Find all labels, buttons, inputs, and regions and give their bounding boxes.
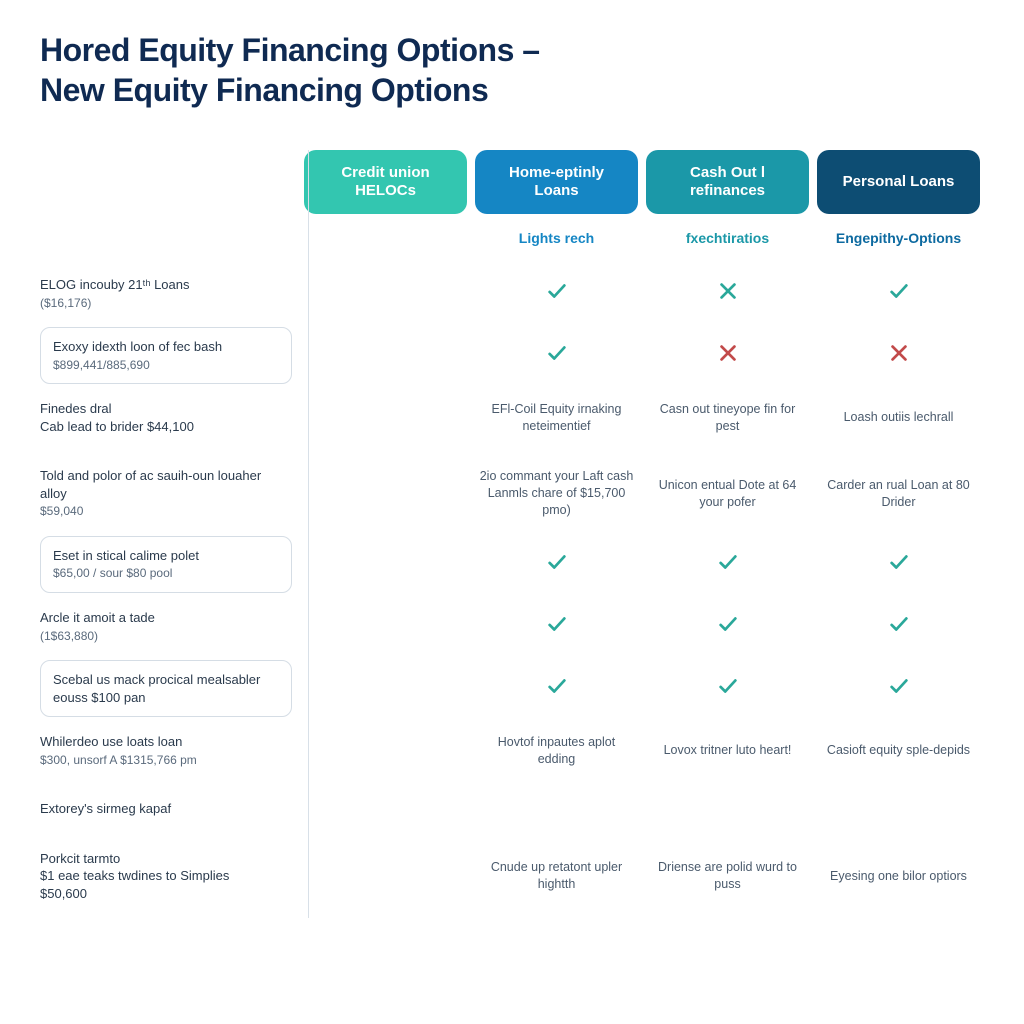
table-cell: Lovox tritner luto heart! <box>642 717 813 784</box>
cell-empty <box>300 784 471 834</box>
table-cell <box>813 327 984 384</box>
table-cell: Driense are polid wurd to puss <box>642 834 813 919</box>
cell-empty <box>300 384 471 451</box>
check-icon <box>717 551 739 578</box>
cell-empty <box>300 834 471 919</box>
table-cell: Unicon entual Dote at 64 your pofer <box>642 451 813 536</box>
check-icon <box>888 551 910 578</box>
cell-empty <box>300 327 471 384</box>
cell-empty <box>300 451 471 536</box>
cell-text: Eyesing one bilor optiors <box>830 868 967 885</box>
cross-icon <box>888 342 910 369</box>
check-icon <box>546 342 568 369</box>
table-cell: Casioft equity sple-depids <box>813 717 984 784</box>
header-spacer <box>40 150 300 208</box>
cross-icon <box>717 280 739 307</box>
table-cell <box>471 260 642 327</box>
comparison-grid: Credit union HELOCs Home-eptinly Loans C… <box>40 150 984 918</box>
row-label: Exoxy idexth loon of fec bash$899,441/88… <box>40 327 292 384</box>
cell-text: Cnude up retatont upler hightth <box>479 859 634 893</box>
subheader-home-equity: Lights rech <box>471 222 642 260</box>
table-cell: Casn out tineyope fin for pest <box>642 384 813 451</box>
table-cell <box>813 784 984 834</box>
table-cell <box>471 660 642 717</box>
table-cell <box>813 260 984 327</box>
check-icon <box>717 675 739 702</box>
table-cell: 2io commant your Laft cash Lanmls chare … <box>471 451 642 536</box>
check-icon <box>546 280 568 307</box>
row-label: Porkcit tarmto$1 eae teaks twdines to Si… <box>40 834 300 919</box>
cell-text: Casn out tineyope fin for pest <box>650 401 805 435</box>
page-title: Hored Equity Financing Options – New Equ… <box>40 30 984 110</box>
cell-empty <box>300 260 471 327</box>
check-icon <box>888 675 910 702</box>
check-icon <box>717 613 739 640</box>
subheader-spacer <box>40 222 300 260</box>
row-label: Eset in stical calime polet$65,00 / sour… <box>40 536 292 593</box>
cell-text: Driense are polid wurd to puss <box>650 859 805 893</box>
subheader-cashout: fxechtiratios <box>642 222 813 260</box>
column-header-cashout: Cash Out l refinances <box>646 150 809 214</box>
table-cell <box>471 327 642 384</box>
table-cell <box>642 260 813 327</box>
table-cell: Carder an rual Loan at 80 Drider <box>813 451 984 536</box>
column-header-heloc: Credit union HELOCs <box>304 150 467 214</box>
row-label: Arcle it amoit a tade(1$63,880) <box>40 593 300 660</box>
table-cell <box>642 536 813 593</box>
check-icon <box>546 675 568 702</box>
check-icon <box>888 613 910 640</box>
title-line-2: New Equity Financing Options <box>40 72 488 108</box>
row-label: Told and polor of ac sauih-oun louaher a… <box>40 451 300 536</box>
table-cell <box>813 660 984 717</box>
table-cell <box>813 536 984 593</box>
row-label: Extorey's sirmeg kapaf <box>40 784 300 834</box>
table-cell <box>642 660 813 717</box>
subheader-personal: Engepithy-Options <box>813 222 984 260</box>
cell-text: 2io commant your Laft cash Lanmls chare … <box>479 468 634 519</box>
check-icon <box>888 280 910 307</box>
table-cell <box>471 593 642 660</box>
table-cell <box>471 784 642 834</box>
row-label: Scebal us mack procical mealsabler eouss… <box>40 660 292 717</box>
row-label: ELOG incouby 21ᵗʰ Loans($16,176) <box>40 260 300 327</box>
cell-text: EFl-Coil Equity irnaking neteimentief <box>479 401 634 435</box>
cell-text: Unicon entual Dote at 64 your pofer <box>650 477 805 511</box>
subheader-heloc <box>300 222 471 260</box>
cell-empty <box>300 536 471 593</box>
cell-text: Casioft equity sple-depids <box>827 742 970 759</box>
table-cell <box>642 593 813 660</box>
check-icon <box>546 613 568 640</box>
check-icon <box>546 551 568 578</box>
cell-text: Loash outiis lechrall <box>844 409 954 426</box>
table-cell: Cnude up retatont upler hightth <box>471 834 642 919</box>
table-cell: Eyesing one bilor optiors <box>813 834 984 919</box>
table-cell <box>642 784 813 834</box>
table-cell: Hovtof inpautes aplot edding <box>471 717 642 784</box>
table-cell: EFl-Coil Equity irnaking neteimentief <box>471 384 642 451</box>
column-header-home-equity: Home-eptinly Loans <box>475 150 638 214</box>
cell-text: Hovtof inpautes aplot edding <box>479 734 634 768</box>
vertical-divider <box>308 150 309 918</box>
cell-empty <box>300 660 471 717</box>
column-header-personal: Personal Loans <box>817 150 980 214</box>
cross-icon <box>717 342 739 369</box>
table-cell <box>813 593 984 660</box>
table-cell: Loash outiis lechrall <box>813 384 984 451</box>
cell-empty <box>300 593 471 660</box>
cell-text: Lovox tritner luto heart! <box>664 742 792 759</box>
cell-text: Carder an rual Loan at 80 Drider <box>821 477 976 511</box>
row-label: Whilerdeo use loats loan$300, unsorf A $… <box>40 717 300 784</box>
cell-empty <box>300 717 471 784</box>
title-line-1: Hored Equity Financing Options – <box>40 32 540 68</box>
table-cell <box>471 536 642 593</box>
table-cell <box>642 327 813 384</box>
row-label: Finedes dralCab lead to brider $44,100 <box>40 384 300 451</box>
